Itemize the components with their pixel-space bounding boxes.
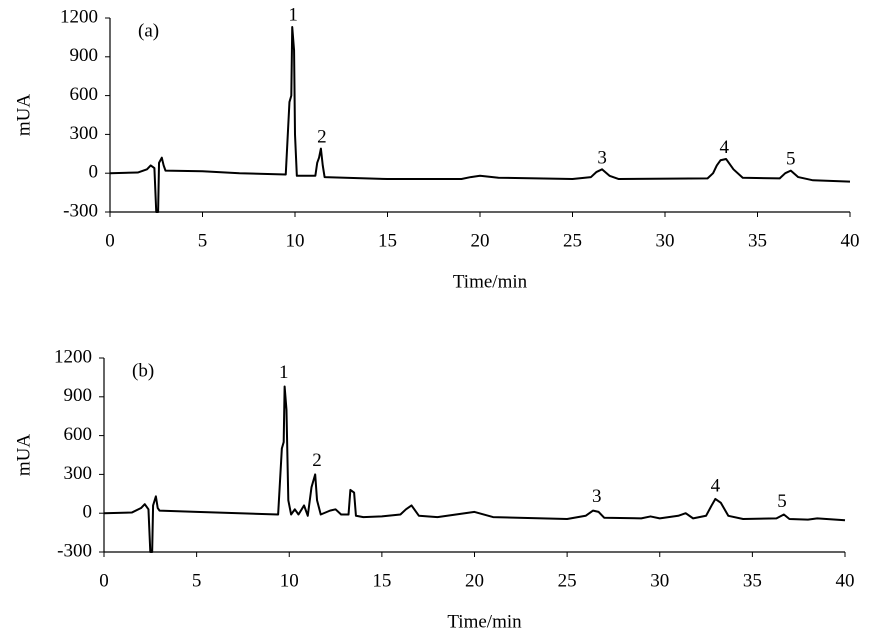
x-tick-label: 25	[558, 570, 577, 591]
x-tick-label: 35	[748, 230, 767, 251]
x-tick-label: 40	[841, 230, 860, 251]
peak-label: 2	[312, 450, 322, 471]
peak-label: 4	[711, 476, 721, 497]
y-tick-label: -300	[57, 540, 92, 561]
panel-label: (a)	[138, 20, 159, 41]
x-tick-label: 15	[378, 230, 397, 251]
panel-label: (b)	[132, 360, 154, 381]
x-tick-label: 0	[105, 230, 115, 251]
x-tick-label: 25	[563, 230, 582, 251]
x-tick-label: 10	[280, 570, 299, 591]
y-tick-label: 300	[64, 463, 93, 484]
y-tick-label: 600	[64, 424, 93, 445]
peak-label: 5	[786, 149, 796, 170]
x-tick-label: 10	[286, 230, 305, 251]
y-tick-label: 900	[70, 45, 99, 66]
x-tick-label: 0	[99, 570, 109, 591]
y-tick-label: -300	[63, 200, 98, 221]
peak-label: 4	[719, 137, 729, 158]
y-tick-label: 0	[89, 162, 99, 183]
y-tick-label: 900	[64, 385, 93, 406]
peak-label: 2	[317, 127, 327, 148]
y-axis-label: mUA	[13, 434, 34, 477]
y-tick-label: 600	[70, 84, 99, 105]
x-tick-label: 20	[465, 570, 484, 591]
x-axis-label: Time/min	[453, 271, 528, 292]
y-tick-label: 0	[83, 502, 93, 523]
peak-label: 3	[592, 486, 602, 507]
x-tick-label: 15	[372, 570, 391, 591]
x-axis-label: Time/min	[447, 611, 522, 632]
chromatogram-line	[103, 385, 846, 553]
x-tick-label: 20	[471, 230, 490, 251]
x-tick-label: 5	[192, 570, 202, 591]
y-tick-label: 300	[70, 123, 99, 144]
y-axis-label: mUA	[13, 94, 34, 137]
x-tick-label: 5	[198, 230, 208, 251]
x-tick-label: 35	[743, 570, 762, 591]
x-tick-label: 30	[650, 570, 669, 591]
y-tick-label: 1200	[60, 6, 98, 27]
chromatogram-line	[109, 26, 851, 213]
peak-label: 1	[288, 4, 298, 25]
peak-label: 5	[777, 491, 787, 512]
x-tick-label: 40	[836, 570, 855, 591]
y-tick-label: 1200	[54, 346, 92, 367]
x-tick-label: 30	[656, 230, 675, 251]
peak-label: 3	[597, 147, 607, 168]
peak-label: 1	[279, 362, 289, 383]
